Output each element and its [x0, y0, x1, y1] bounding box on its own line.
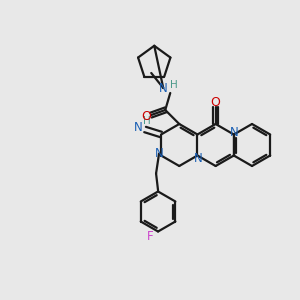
Text: N: N [155, 147, 164, 160]
Text: F: F [147, 230, 153, 243]
Text: H: H [143, 116, 151, 125]
Text: O: O [141, 110, 151, 122]
Text: H: H [170, 80, 178, 90]
Text: O: O [211, 95, 220, 109]
Text: N: N [134, 121, 142, 134]
Text: N: N [159, 82, 168, 94]
Text: N: N [194, 152, 203, 165]
Text: N: N [230, 126, 238, 139]
